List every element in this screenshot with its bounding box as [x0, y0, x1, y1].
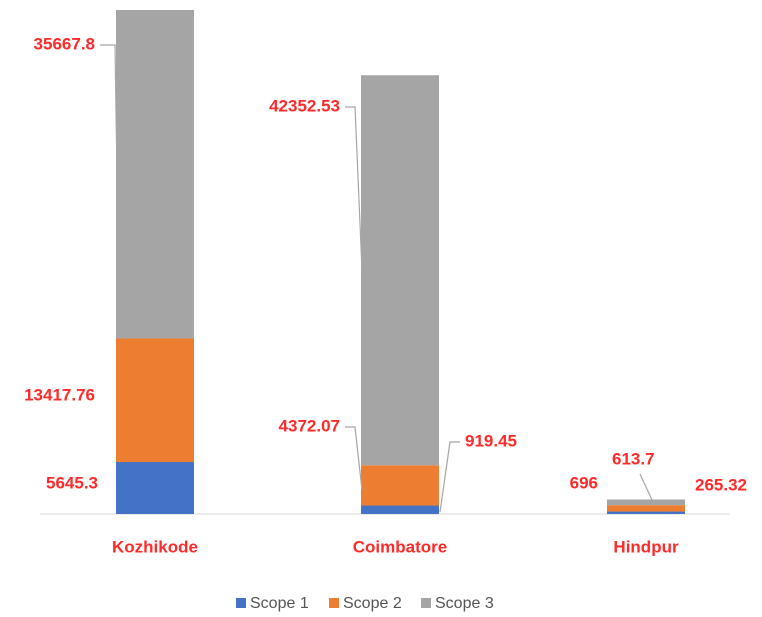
legend-label: Scope 2: [343, 595, 402, 612]
leader-line: [639, 473, 653, 501]
legend-label: Scope 3: [435, 595, 494, 612]
bar-segment: [116, 462, 194, 514]
bar-segment: [361, 505, 439, 514]
data-label: 919.45: [465, 431, 517, 450]
bar-segment: [116, 338, 194, 463]
data-label: 13417.76: [24, 385, 95, 404]
legend-swatch: [421, 598, 431, 608]
leader-line: [439, 441, 460, 513]
bar-segment: [361, 465, 439, 506]
legend-swatch: [329, 598, 339, 608]
bar-segment: [116, 10, 194, 339]
bar-segment: [607, 505, 685, 512]
bar-segment: [361, 75, 439, 466]
data-label: 4372.07: [279, 416, 340, 435]
bar-segment: [607, 511, 685, 514]
category-label: Coimbatore: [353, 537, 447, 556]
data-label: 35667.8: [34, 34, 95, 53]
leader-line: [345, 106, 363, 271]
legend-label: Scope 1: [250, 595, 309, 612]
category-label: Kozhikode: [112, 537, 198, 556]
category-label: Hindpur: [613, 537, 679, 556]
data-label: 42352.53: [269, 96, 340, 115]
leader-line: [100, 44, 118, 176]
data-label: 696: [570, 473, 598, 492]
bar-segment: [607, 499, 685, 506]
data-label: 5645.3: [46, 473, 98, 492]
data-label: 265.32: [695, 475, 747, 494]
legend-swatch: [236, 598, 246, 608]
data-label: 613.7: [612, 449, 655, 468]
leader-line: [345, 426, 363, 491]
